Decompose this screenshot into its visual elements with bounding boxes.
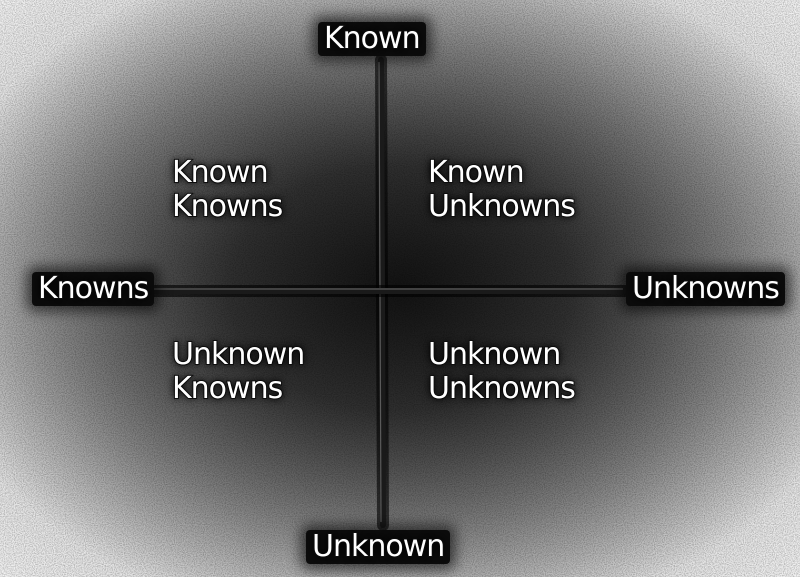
axis-label-left: Knowns [32, 271, 155, 307]
quadrant-unknown-knowns: Unknown Knowns [171, 337, 306, 407]
axis-label-bottom-text: Unknown [311, 529, 446, 565]
axis-label-right: Unknowns [626, 271, 785, 307]
quadrant-unknown-knowns-line1: Unknown [171, 337, 306, 373]
quadrant-unknown-knowns-line2: Knowns [171, 371, 284, 407]
quadrant-known-unknowns-line2: Unknowns [427, 189, 577, 225]
axis-label-top: Known [318, 21, 426, 57]
quadrant-known-knowns-line1: Known [171, 155, 270, 191]
axis-label-left-text: Knowns [37, 271, 150, 307]
axis-label-right-text: Unknowns [631, 271, 781, 307]
axis-label-top-text: Known [323, 21, 422, 57]
quadrant-known-knowns-line2: Knowns [171, 189, 284, 225]
quadrant-unknown-unknowns: Unknown Unknowns [427, 337, 577, 407]
axis-label-bottom: Unknown [306, 529, 451, 565]
quadrant-known-unknowns-line1: Known [427, 155, 526, 191]
quadrant-unknown-unknowns-line1: Unknown [427, 337, 562, 373]
quadrant-unknown-unknowns-line2: Unknowns [427, 371, 577, 407]
quadrant-known-knowns: Known Knowns [171, 155, 284, 225]
quadrant-known-unknowns: Known Unknowns [427, 155, 577, 225]
